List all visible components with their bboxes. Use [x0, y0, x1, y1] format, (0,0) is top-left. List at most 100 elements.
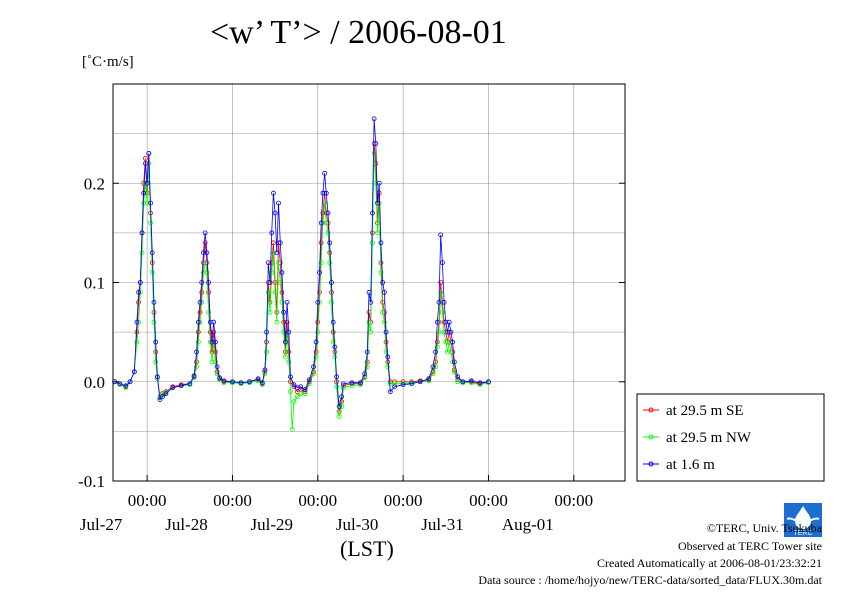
x-tick-label-time: 00:00	[554, 491, 593, 510]
data-point	[269, 270, 275, 275]
data-point	[284, 319, 290, 325]
data-point	[315, 329, 321, 335]
data-point	[282, 354, 288, 360]
data-point	[286, 359, 292, 365]
data-point	[277, 240, 283, 246]
data-point	[317, 270, 322, 275]
data-point	[330, 339, 336, 345]
data-point	[315, 299, 321, 305]
data-point	[445, 329, 450, 335]
data-point	[446, 319, 452, 325]
data-point	[430, 371, 436, 377]
data-point	[455, 374, 461, 380]
data-point	[137, 280, 143, 285]
data-point	[149, 250, 155, 256]
data-point	[209, 359, 215, 365]
data-point	[141, 190, 147, 196]
grid	[113, 83, 625, 482]
data-point	[267, 309, 273, 315]
data-point	[131, 369, 137, 375]
data-point	[201, 250, 206, 256]
logo-text: TERC	[793, 530, 812, 537]
data-point	[373, 141, 379, 146]
data-point	[376, 180, 382, 186]
data-point	[417, 379, 423, 385]
data-point	[178, 383, 184, 389]
data-point	[380, 280, 386, 285]
x-tick-label-time: 00:00	[384, 491, 423, 510]
data-point	[202, 240, 208, 246]
data-point	[201, 270, 206, 275]
data-point	[330, 319, 336, 325]
data-point	[206, 309, 211, 315]
data-point	[441, 299, 447, 305]
data-point	[329, 299, 334, 305]
data-point	[143, 180, 148, 186]
data-point	[448, 349, 454, 355]
data-point	[202, 230, 208, 236]
data-point	[286, 349, 292, 355]
legend-marker	[648, 434, 654, 440]
series-layer	[112, 116, 491, 432]
series-3	[112, 116, 491, 409]
data-point	[313, 354, 319, 360]
data-point	[117, 381, 123, 387]
data-point	[443, 319, 449, 325]
data-point	[371, 116, 377, 122]
data-point	[318, 240, 324, 246]
data-point	[320, 190, 326, 196]
data-point	[288, 389, 293, 395]
x-tick-label-date: Jul-29	[251, 515, 294, 534]
data-point	[154, 374, 160, 380]
y-axis: -0.1 0.0 0.1 0.2	[78, 174, 625, 491]
x-tick-label-date: Jul-31	[421, 515, 464, 534]
data-point	[332, 344, 338, 350]
data-point	[383, 329, 389, 335]
data-point	[329, 280, 334, 285]
data-point	[207, 329, 213, 335]
data-point	[139, 230, 145, 236]
data-point	[318, 260, 324, 266]
data-point	[294, 394, 300, 400]
data-point	[288, 374, 293, 380]
data-point	[291, 399, 297, 405]
data-point	[448, 329, 454, 335]
data-point	[451, 359, 457, 365]
data-point	[373, 180, 379, 186]
data-point	[279, 299, 285, 305]
data-point	[187, 381, 193, 387]
legend-box	[636, 393, 825, 482]
data-point	[477, 380, 483, 386]
data-point	[230, 379, 235, 385]
data-point	[274, 250, 280, 256]
data-point	[267, 280, 273, 285]
data-point	[157, 397, 163, 403]
data-point	[385, 364, 391, 370]
data-point	[271, 250, 276, 256]
y-tick-label: 0.2	[84, 174, 105, 193]
data-point	[334, 374, 339, 380]
data-point	[284, 299, 290, 305]
data-point	[151, 299, 157, 305]
data-point	[153, 359, 159, 365]
data-point	[247, 379, 252, 385]
legend-label: at 29.5 m SE	[666, 403, 744, 419]
data-point	[163, 391, 169, 397]
data-point	[265, 260, 271, 266]
data-point	[207, 319, 213, 325]
series-line	[114, 118, 489, 407]
x-tick-label-date: Aug-01	[502, 515, 554, 534]
data-point	[282, 339, 288, 345]
data-point	[327, 240, 333, 246]
data-point	[334, 384, 339, 390]
data-point	[264, 329, 270, 335]
data-point	[445, 349, 450, 355]
data-point	[336, 414, 342, 419]
data-point	[281, 309, 287, 315]
x-tick-label-time: 00:00	[469, 491, 508, 510]
x-tick-label-time: 00:00	[213, 491, 252, 510]
data-point	[277, 260, 283, 266]
data-point	[264, 349, 270, 355]
data-point	[279, 290, 285, 295]
data-point	[291, 382, 297, 388]
